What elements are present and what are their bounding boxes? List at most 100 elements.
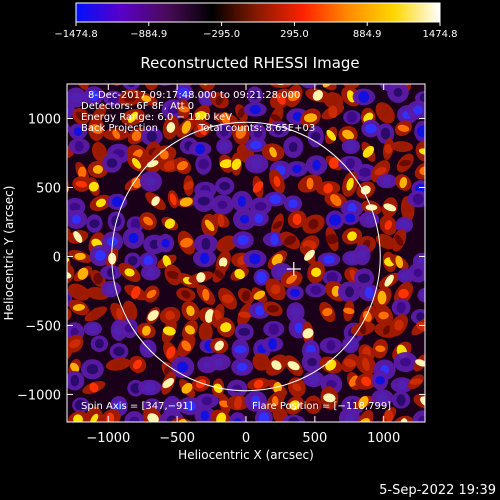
intensity-cell <box>272 221 283 230</box>
intensity-cell <box>47 157 68 169</box>
intensity-cell <box>345 339 356 351</box>
intensity-cell <box>214 357 224 367</box>
intensity-cell <box>108 93 120 104</box>
intensity-cell <box>233 418 243 422</box>
intensity-cell <box>220 322 232 333</box>
intensity-cell <box>237 235 249 246</box>
intensity-cell <box>92 165 104 174</box>
intensity-cell <box>146 131 158 142</box>
intensity-map <box>47 77 425 422</box>
intensity-cell <box>380 107 390 119</box>
intensity-cell <box>200 410 210 421</box>
intensity-cell <box>398 288 409 299</box>
intensity-cell <box>113 346 125 357</box>
intensity-cell <box>419 92 425 104</box>
intensity-cell <box>310 131 321 142</box>
intensity-cell <box>161 238 170 248</box>
intensity-cell <box>273 176 281 187</box>
intensity-cell <box>358 395 369 409</box>
intensity-cell <box>287 416 300 422</box>
intensity-cell <box>345 213 356 223</box>
intensity-cell <box>275 411 286 419</box>
intensity-cell <box>235 126 247 139</box>
intensity-cell <box>131 286 141 299</box>
intensity-cell <box>217 213 225 227</box>
render-timestamp: 5-Sep-2022 19:39 <box>379 483 496 498</box>
intensity-cell <box>130 218 141 230</box>
intensity-cell <box>234 269 245 280</box>
intensity-cell <box>312 159 321 171</box>
intensity-cell <box>253 290 266 300</box>
intensity-cell <box>196 272 206 283</box>
intensity-cell <box>128 111 138 123</box>
intensity-cell <box>288 141 298 153</box>
intensity-cell <box>375 345 386 352</box>
intensity-cell <box>238 311 252 318</box>
intensity-cell <box>146 289 157 299</box>
annotation-detectors: Detectors: 6F 8F, Att 0 <box>81 101 194 112</box>
intensity-cell <box>52 221 61 229</box>
intensity-cell <box>111 360 126 369</box>
intensity-cell <box>239 214 250 224</box>
intensity-cell <box>346 177 354 191</box>
intensity-cell <box>254 213 264 224</box>
intensity-cell <box>360 185 371 195</box>
intensity-cell <box>127 255 138 266</box>
colorbar-tick-label: 1474.8 <box>423 29 458 40</box>
intensity-cell <box>377 392 388 403</box>
annotation-counts: Total counts: 8.65E+03 <box>198 123 315 134</box>
intensity-cell <box>399 159 412 167</box>
intensity-cell <box>78 166 87 179</box>
intensity-cell <box>51 77 60 88</box>
intensity-cell <box>110 84 126 86</box>
intensity-cell <box>90 307 102 321</box>
intensity-cell <box>184 325 195 335</box>
intensity-cell <box>147 310 159 321</box>
intensity-cell <box>308 373 320 385</box>
intensity-cell <box>304 249 315 261</box>
intensity-cell <box>326 129 337 141</box>
intensity-cell <box>204 219 215 232</box>
intensity-cell <box>273 382 282 394</box>
intensity-cell <box>183 180 194 191</box>
intensity-cell <box>307 400 320 409</box>
intensity-cell <box>116 307 123 321</box>
intensity-cell <box>268 323 279 335</box>
intensity-cell <box>380 127 391 140</box>
intensity-cell <box>169 193 177 206</box>
intensity-cell <box>186 305 195 317</box>
intensity-cell <box>146 160 159 168</box>
intensity-cell <box>300 84 318 89</box>
intensity-cell <box>178 106 190 113</box>
intensity-cell <box>87 323 99 334</box>
intensity-cell <box>266 305 279 313</box>
intensity-cell <box>93 272 103 285</box>
intensity-cell <box>290 288 301 297</box>
intensity-cell <box>287 361 300 371</box>
intensity-cell <box>344 414 355 422</box>
intensity-cell <box>181 290 191 299</box>
intensity-cell <box>409 378 423 385</box>
intensity-cell <box>346 140 356 153</box>
intensity-cell <box>258 412 270 422</box>
intensity-cell <box>329 214 342 226</box>
intensity-cell <box>52 357 65 366</box>
intensity-cell <box>177 87 190 98</box>
intensity-cell <box>74 399 87 411</box>
intensity-cell <box>131 130 142 142</box>
x-tick-label: 1000 <box>367 431 400 446</box>
intensity-cell <box>322 84 333 88</box>
intensity-cell <box>149 239 160 249</box>
intensity-cell <box>184 400 196 412</box>
intensity-cell <box>177 361 189 373</box>
intensity-cell <box>166 122 176 133</box>
intensity-cell <box>323 255 335 264</box>
intensity-cell <box>107 267 116 278</box>
intensity-cell <box>89 124 103 134</box>
intensity-cell <box>131 177 142 189</box>
intensity-cell <box>272 396 279 407</box>
intensity-cell <box>198 158 209 170</box>
intensity-cell <box>202 288 210 301</box>
intensity-cell <box>396 141 408 152</box>
intensity-cell <box>123 93 138 103</box>
